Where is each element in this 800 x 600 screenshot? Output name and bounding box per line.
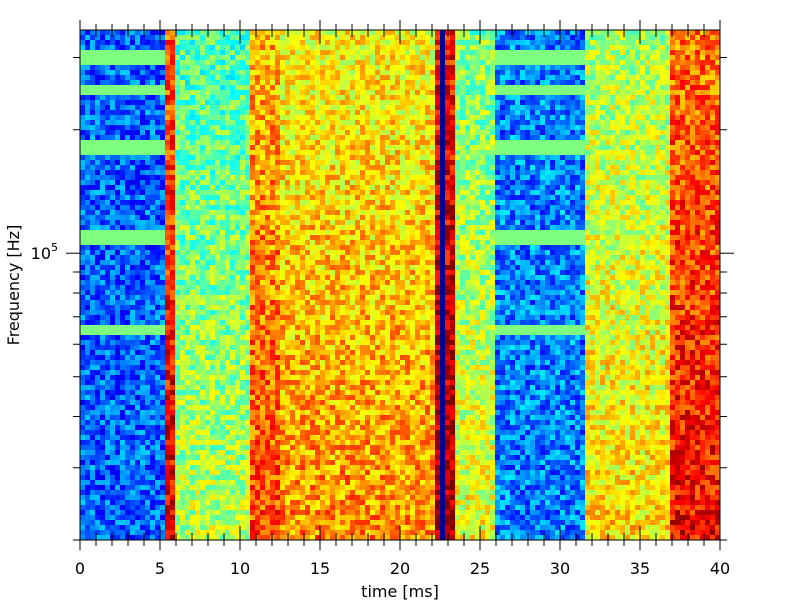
x-tick-label: 5 — [155, 559, 165, 578]
x-tick-label: 15 — [310, 559, 330, 578]
x-axis-label: time [ms] — [361, 582, 439, 600]
axis-ticks — [66, 20, 734, 550]
x-tick-label: 40 — [710, 559, 730, 578]
x-tick-label: 35 — [630, 559, 650, 578]
y-tick-labels: 105 — [31, 241, 58, 263]
x-tick-label: 20 — [390, 559, 410, 578]
y-tick-label: 105 — [31, 241, 58, 263]
x-tick-label: 25 — [470, 559, 490, 578]
x-tick-label: 10 — [230, 559, 250, 578]
x-tick-labels: 0 5 10 15 20 25 30 35 40 — [75, 559, 730, 578]
spectrogram-heatmap — [80, 30, 720, 540]
x-tick-label: 0 — [75, 559, 85, 578]
x-tick-label: 30 — [550, 559, 570, 578]
y-axis-label: Frequency [Hz] — [4, 225, 23, 346]
